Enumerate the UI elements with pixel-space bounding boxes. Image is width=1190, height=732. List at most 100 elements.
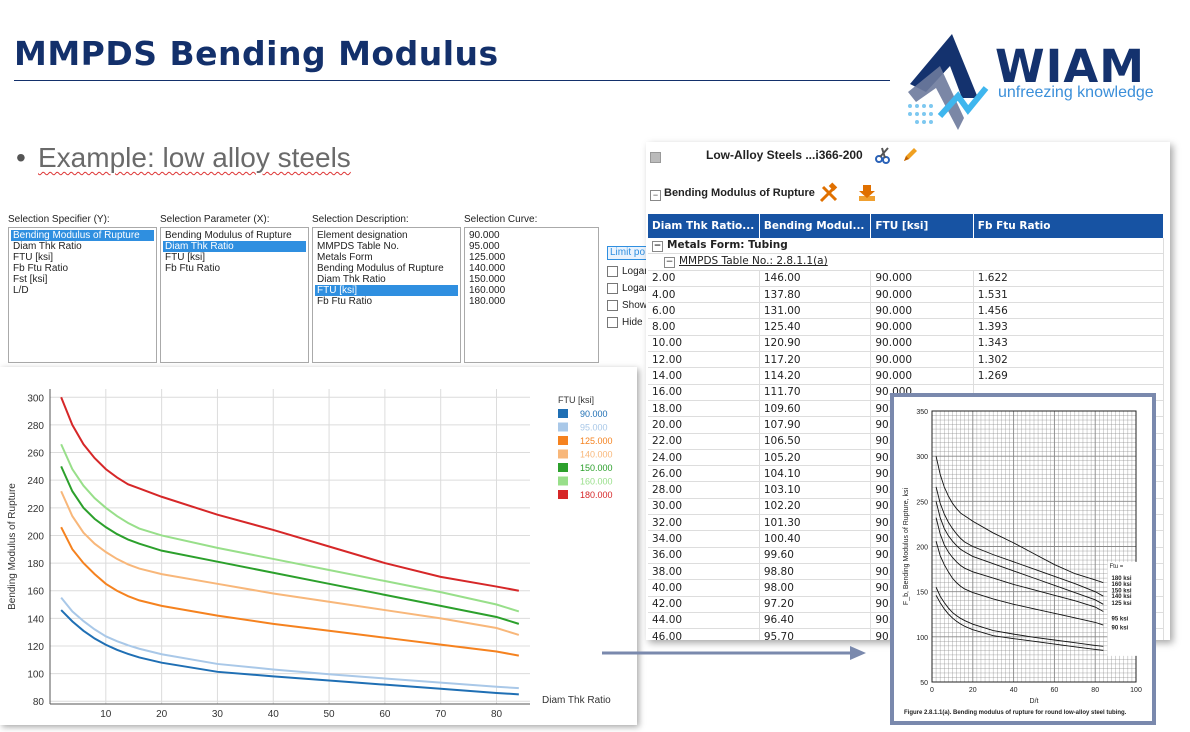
table-cell: 146.00 bbox=[759, 270, 872, 287]
subgroup-row[interactable]: − MMPDS Table No.: 2.8.1.1(a) bbox=[648, 253, 1164, 271]
collapse-subgroup-icon[interactable]: − bbox=[664, 257, 675, 269]
parameter-option[interactable]: Fb Ftu Ratio bbox=[165, 263, 221, 274]
specifier-option[interactable]: L/D bbox=[13, 285, 29, 296]
legend-swatch bbox=[558, 449, 568, 459]
column-header[interactable]: Fb Ftu Ratio bbox=[973, 214, 1165, 238]
specifier-option[interactable]: FTU [ksi] bbox=[13, 252, 53, 263]
checkbox[interactable] bbox=[607, 316, 618, 328]
group-row[interactable]: − Metals Form: Tubing bbox=[648, 238, 1164, 255]
checkbox[interactable] bbox=[607, 282, 618, 294]
parameter-option[interactable]: Bending Modulus of Rupture bbox=[165, 230, 292, 241]
figure-curve bbox=[935, 586, 1104, 647]
curve-option[interactable]: 95.000 bbox=[469, 241, 500, 252]
arrow-icon bbox=[602, 646, 866, 660]
table-cell: 125.40 bbox=[759, 318, 872, 336]
curve-option[interactable]: 180.000 bbox=[469, 296, 506, 307]
table-cell: 109.60 bbox=[759, 400, 872, 418]
description-option[interactable]: Diam Thk Ratio bbox=[317, 274, 386, 285]
table-cell: 99.60 bbox=[759, 547, 872, 564]
table-cell: 22.00 bbox=[648, 433, 760, 450]
description-option[interactable]: FTU [ksi] bbox=[315, 285, 458, 296]
table-cell: 137.80 bbox=[759, 286, 872, 304]
table-cell: 1.343 bbox=[973, 335, 1165, 353]
figure-y-tick: 50 bbox=[920, 680, 928, 687]
table-row[interactable]: 4.00 137.80 90.000 1.531 bbox=[648, 286, 1165, 304]
pencil-icon[interactable] bbox=[901, 146, 919, 164]
table-row[interactable]: 2.00 146.00 90.000 1.622 bbox=[648, 270, 1165, 287]
table-row[interactable]: 10.00 120.90 90.000 1.343 bbox=[648, 335, 1165, 353]
specifier-option[interactable]: Fst [ksi] bbox=[13, 274, 48, 285]
x-tick-label: 10 bbox=[100, 709, 112, 720]
column-header[interactable]: Bending Modul... bbox=[759, 214, 872, 238]
chart-option[interactable]: Hide l bbox=[607, 314, 647, 330]
table-cell: 2.00 bbox=[648, 270, 760, 287]
x-tick-label: 20 bbox=[156, 709, 168, 720]
table-cell: 1.302 bbox=[973, 351, 1165, 369]
curve-option[interactable]: 125.000 bbox=[469, 252, 506, 263]
figure-legend-entry: 160 ksi bbox=[1112, 582, 1132, 588]
description-option[interactable]: Fb Ftu Ratio bbox=[317, 296, 373, 307]
table-cell: 26.00 bbox=[648, 465, 760, 483]
chart-option[interactable]: Logar bbox=[607, 263, 647, 279]
collapse-group-icon[interactable]: − bbox=[652, 241, 663, 253]
bullet-dot-icon: • bbox=[16, 142, 26, 173]
y-tick-label: 260 bbox=[27, 449, 44, 460]
y-tick-label: 120 bbox=[27, 642, 44, 653]
figure-x-label: D/t bbox=[1030, 698, 1039, 705]
x-tick-label: 60 bbox=[379, 709, 391, 720]
curve-option[interactable]: 160.000 bbox=[469, 285, 506, 296]
column-header[interactable]: FTU [ksi] bbox=[870, 214, 974, 238]
checkbox[interactable] bbox=[607, 265, 618, 277]
figure-legend-title: Ftu = bbox=[1109, 564, 1123, 570]
description-option[interactable]: Bending Modulus of Rupture bbox=[317, 263, 444, 274]
subgroup-label: MMPDS Table No.: 2.8.1.1(a) bbox=[679, 255, 828, 268]
parameter-listbox[interactable]: Bending Modulus of Rupture Diam Thk Ratio… bbox=[160, 227, 309, 363]
specifier-option[interactable]: Diam Thk Ratio bbox=[13, 241, 82, 252]
table-row[interactable]: 12.00 117.20 90.000 1.302 bbox=[648, 351, 1165, 369]
figure-y-label: F_b, Bending Modulus of Rupture, ksi bbox=[903, 487, 910, 605]
legend-entry: 160.000 bbox=[580, 477, 613, 487]
table-row[interactable]: 14.00 114.20 90.000 1.269 bbox=[648, 367, 1165, 385]
table-cell: 12.00 bbox=[648, 351, 760, 369]
curve-option[interactable]: 150.000 bbox=[469, 274, 506, 285]
table-cell: 1.393 bbox=[973, 318, 1165, 336]
description-option[interactable]: Metals Form bbox=[317, 252, 373, 263]
legend-entry: 180.000 bbox=[580, 490, 613, 500]
figure-legend-entry: 95 ksi bbox=[1112, 617, 1129, 623]
table-row[interactable]: 6.00 131.00 90.000 1.456 bbox=[648, 302, 1165, 320]
description-listbox[interactable]: Element designation MMPDS Table No. Metals… bbox=[312, 227, 461, 363]
chart-option[interactable]: Logar bbox=[607, 280, 647, 296]
description-option[interactable]: MMPDS Table No. bbox=[317, 241, 400, 252]
tools-icon[interactable] bbox=[818, 182, 840, 204]
table-cell: 16.00 bbox=[648, 384, 760, 401]
scissors-icon[interactable] bbox=[874, 146, 892, 164]
specifier-listbox[interactable]: Bending Modulus of Rupture Diam Thk Ratio… bbox=[8, 227, 157, 363]
limit-points-button[interactable]: Limit po bbox=[607, 246, 651, 260]
table-row[interactable]: 8.00 125.40 90.000 1.393 bbox=[648, 318, 1165, 336]
curve-option[interactable]: 140.000 bbox=[469, 263, 506, 274]
checkbox-label: Logar bbox=[622, 282, 647, 294]
download-icon[interactable] bbox=[856, 182, 878, 204]
wiam-logo bbox=[908, 34, 989, 130]
table-cell: 10.00 bbox=[648, 335, 760, 353]
chart-option[interactable]: Show bbox=[607, 297, 647, 313]
bullet-point: • Example: low alloy steels bbox=[16, 142, 351, 174]
specifier-option[interactable]: Fb Ftu Ratio bbox=[13, 263, 69, 274]
figure-curve bbox=[935, 540, 1104, 626]
window-menu-icon[interactable] bbox=[650, 152, 661, 163]
parameter-option[interactable]: FTU [ksi] bbox=[165, 252, 205, 263]
legend-entry: 125.000 bbox=[580, 436, 613, 446]
table-cell: 98.00 bbox=[759, 579, 872, 597]
description-option[interactable]: Element designation bbox=[317, 230, 408, 241]
collapse-section-icon[interactable]: − bbox=[650, 190, 661, 201]
curve-listbox[interactable]: 90.000 95.000 125.000 140.000 150.000 160.000… bbox=[464, 227, 599, 363]
y-tick-label: 240 bbox=[27, 476, 44, 487]
curve-option[interactable]: 90.000 bbox=[469, 230, 500, 241]
specifier-option[interactable]: Bending Modulus of Rupture bbox=[11, 230, 154, 241]
parameter-option[interactable]: Diam Thk Ratio bbox=[163, 241, 306, 252]
column-header[interactable]: Diam Thk Ratio... bbox=[648, 214, 760, 238]
checkbox[interactable] bbox=[607, 299, 618, 311]
table-cell: 38.00 bbox=[648, 563, 760, 581]
figure-curve bbox=[935, 517, 1104, 612]
table-cell: 90.000 bbox=[870, 302, 974, 320]
